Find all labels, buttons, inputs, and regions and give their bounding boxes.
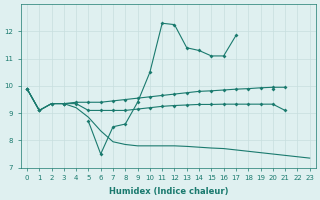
X-axis label: Humidex (Indice chaleur): Humidex (Indice chaleur): [108, 187, 228, 196]
